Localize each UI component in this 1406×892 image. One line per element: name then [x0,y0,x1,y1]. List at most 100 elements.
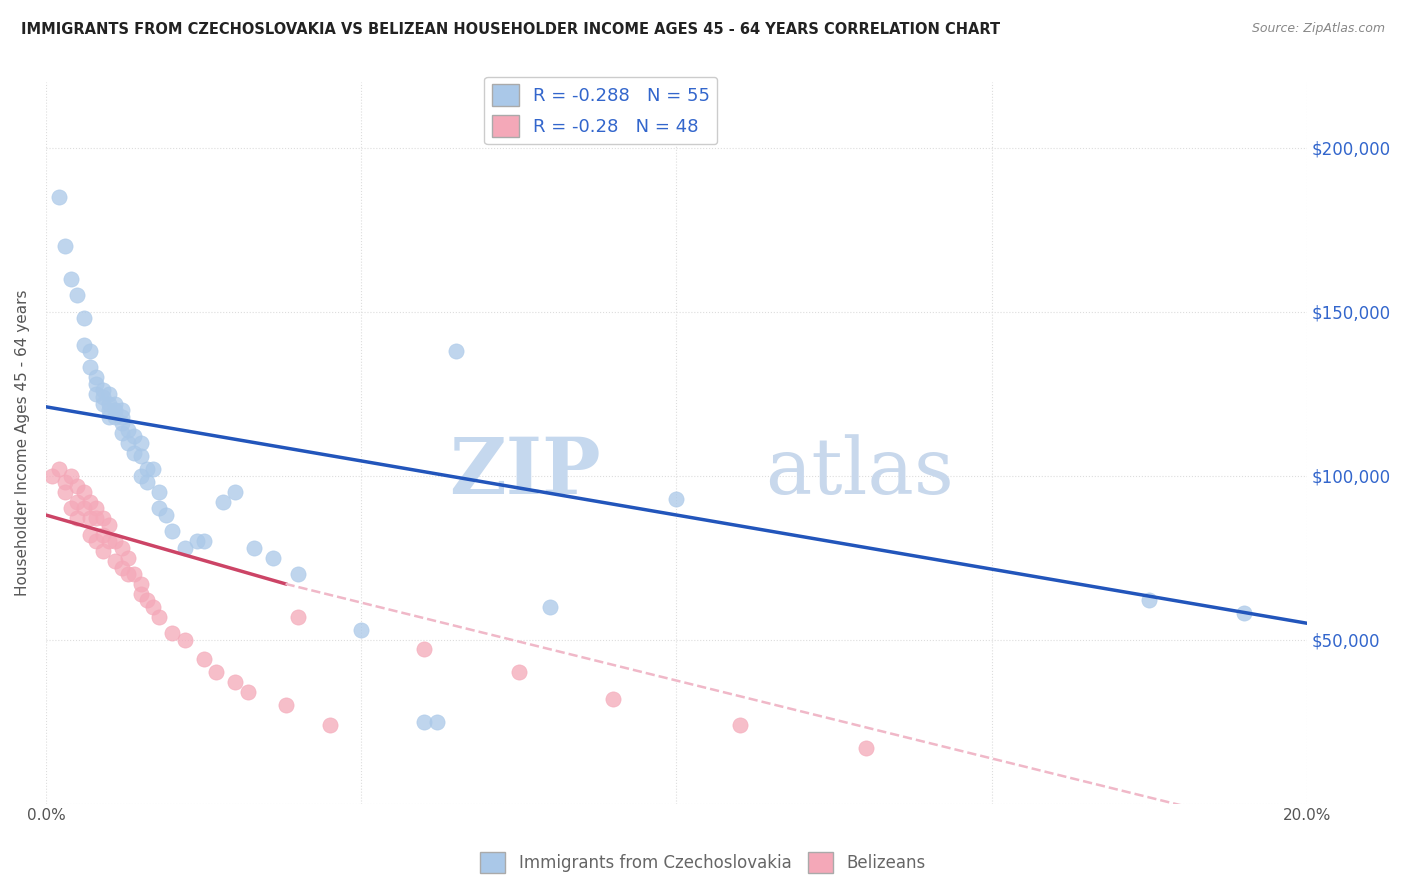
Point [53,475,76,490]
Point [318,718,340,732]
Point [142,462,165,476]
Point [173,632,195,647]
Point [224,675,246,690]
Point [79,360,101,375]
Point [243,541,266,555]
Point [86,511,108,525]
Point [53,485,76,500]
Point [91,390,114,404]
Point [73,337,96,351]
Point [1137,593,1160,607]
Point [186,534,208,549]
Text: IMMIGRANTS FROM CZECHOSLOVAKIA VS BELIZEAN HOUSEHOLDER INCOME AGES 45 - 64 YEARS: IMMIGRANTS FROM CZECHOSLOVAKIA VS BELIZE… [21,22,1000,37]
Point [728,718,751,732]
Point [41,468,63,483]
Point [60,468,83,483]
Point [79,495,101,509]
Point [79,511,101,525]
Point [262,550,284,565]
Point [602,691,624,706]
Point [111,425,134,440]
Point [60,501,83,516]
Point [117,550,139,565]
Point [224,485,246,500]
Point [135,462,157,476]
Point [104,409,127,424]
Point [98,386,121,401]
Point [48,462,70,476]
Point [122,446,145,460]
Point [104,396,127,410]
Point [111,409,134,424]
Point [86,534,108,549]
Point [111,416,134,430]
Point [104,534,127,549]
Point [122,567,145,582]
Point [211,495,233,509]
Point [148,609,170,624]
Point [129,468,152,483]
Point [444,344,467,359]
Legend: Immigrants from Czechoslovakia, Belizeans: Immigrants from Czechoslovakia, Belizean… [474,846,932,880]
Point [79,527,101,541]
Point [665,491,688,506]
Point [129,587,152,601]
Point [122,429,145,443]
Point [129,449,152,463]
Point [91,384,114,398]
Point [111,541,134,555]
Point [66,495,89,509]
Point [111,560,134,574]
Legend: R = -0.288   N = 55, R = -0.28   N = 48: R = -0.288 N = 55, R = -0.28 N = 48 [484,77,717,145]
Point [111,403,134,417]
Point [155,508,177,522]
Point [86,386,108,401]
Point [274,698,297,713]
Point [129,436,152,450]
Point [173,541,195,555]
Point [413,714,436,729]
Point [135,475,157,490]
Point [426,714,449,729]
Y-axis label: Householder Income Ages 45 - 64 years: Householder Income Ages 45 - 64 years [15,290,30,596]
Point [91,527,114,541]
Point [160,626,183,640]
Point [160,524,183,539]
Point [236,685,259,699]
Point [104,554,127,568]
Point [66,288,89,302]
Point [86,501,108,516]
Point [117,567,139,582]
Point [193,652,215,666]
Point [117,436,139,450]
Point [148,485,170,500]
Point [86,376,108,391]
Point [66,478,89,492]
Point [73,501,96,516]
Point [79,344,101,359]
Point [98,534,121,549]
Point [287,567,309,582]
Point [53,239,76,253]
Point [104,403,127,417]
Point [193,534,215,549]
Point [135,593,157,607]
Point [48,190,70,204]
Point [350,623,373,637]
Point [60,272,83,286]
Point [129,577,152,591]
Text: atlas: atlas [765,434,953,509]
Text: ZIP: ZIP [449,434,600,509]
Point [98,403,121,417]
Point [98,396,121,410]
Point [205,665,228,680]
Point [1233,607,1256,621]
Point [98,517,121,532]
Point [91,396,114,410]
Text: Source: ZipAtlas.com: Source: ZipAtlas.com [1251,22,1385,36]
Point [73,485,96,500]
Point [148,501,170,516]
Point [117,423,139,437]
Point [86,370,108,384]
Point [855,740,877,755]
